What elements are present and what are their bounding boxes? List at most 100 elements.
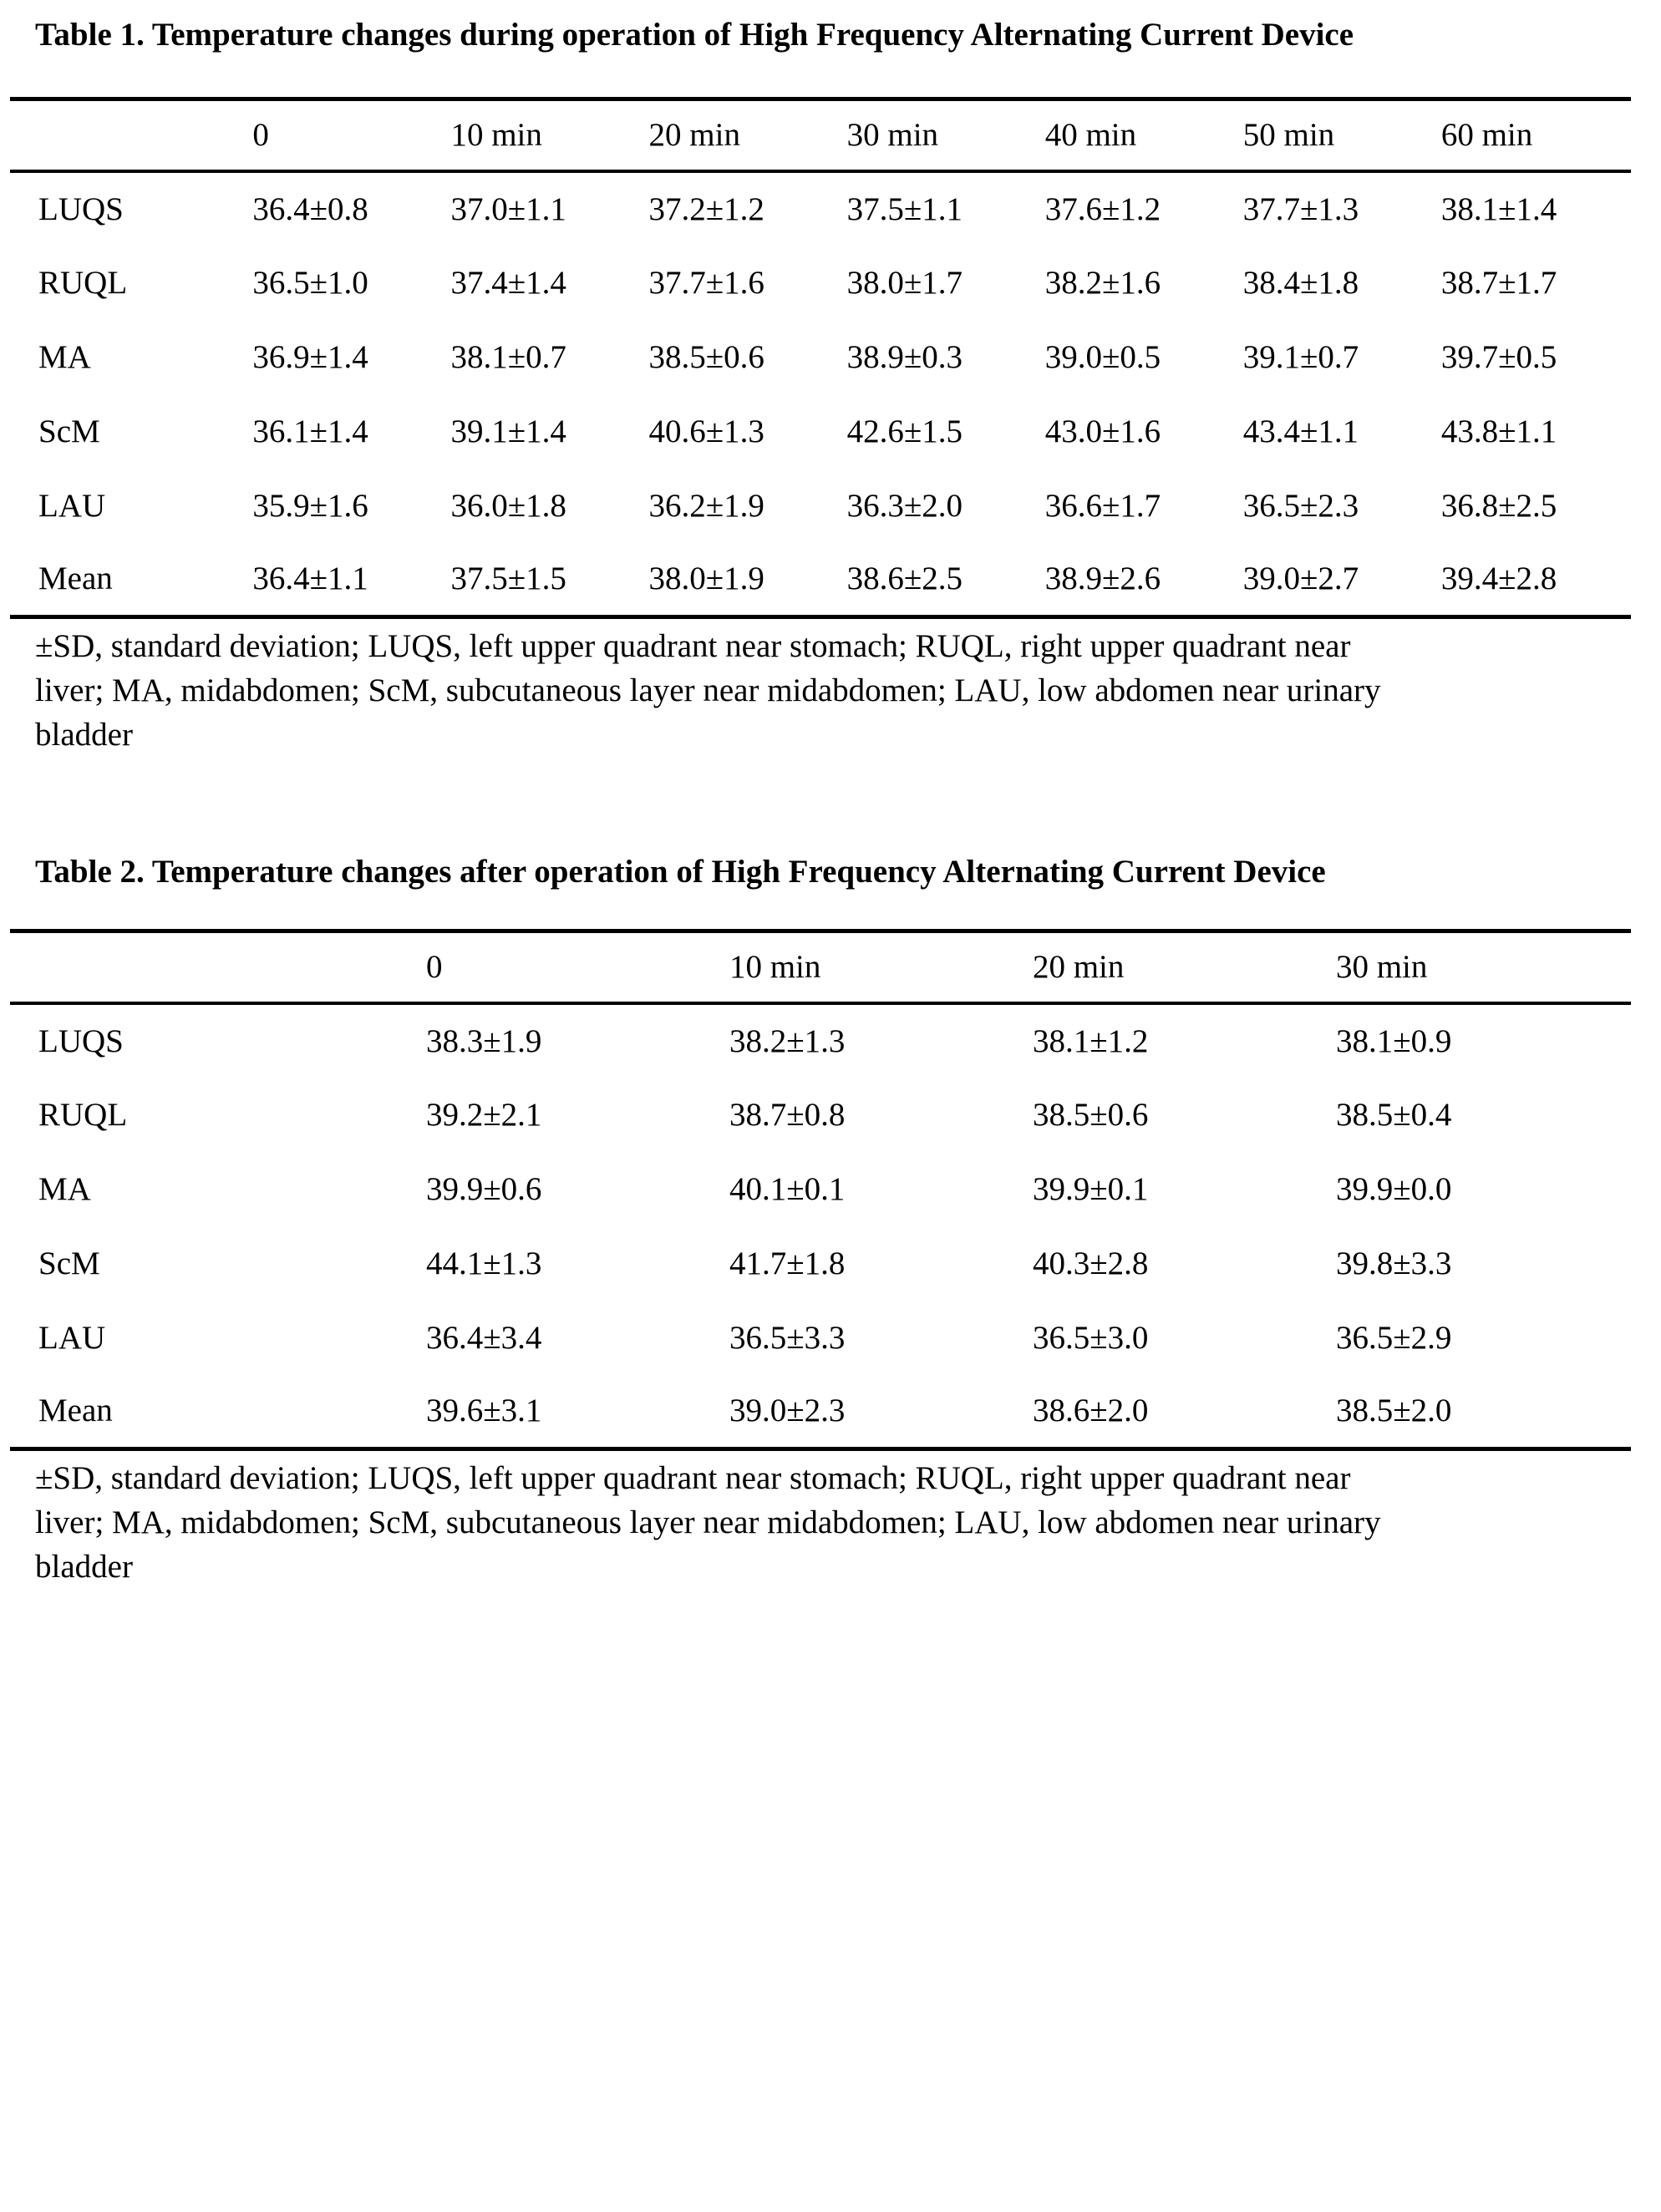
value-cell: 37.7±1.3 [1242, 190, 1359, 227]
column-header: 20 min [648, 117, 740, 154]
value-cell: 39.0±2.3 [729, 1393, 846, 1429]
column-header: 10 min [729, 949, 821, 986]
value-cell: 39.8±3.3 [1335, 1245, 1452, 1281]
value-cell: 38.5±0.6 [1032, 1096, 1149, 1133]
footnote-line: bladder [35, 1549, 133, 1585]
value-cell: 43.8±1.1 [1440, 413, 1557, 449]
table-row: Mean 39.6±3.1 39.0±2.3 38.6±2.0 38.5±2.0 [10, 1375, 1631, 1449]
value-cell: 41.7±1.8 [729, 1245, 846, 1281]
value-cell: 36.5±3.3 [729, 1319, 846, 1356]
footnote-line: ±SD, standard deviation; LUQS, left uppe… [35, 628, 1351, 664]
table-body: LUQS 38.3±1.9 38.2±1.3 38.1±1.2 38.1±0.9 RUQL… [10, 1003, 1631, 1449]
table1-footnote: ±SD, standard deviation; LUQS, left uppe… [35, 624, 1631, 757]
table-row: RUQL 36.5±1.0 37.4±1.4 37.7±1.6 38.0±1.7 38.2… [10, 246, 1631, 320]
footnote-line: liver; MA, midabdomen; ScM, subcutaneous… [35, 672, 1381, 708]
table-row: LAU 35.9±1.6 36.0±1.8 36.2±1.9 36.3±2.0 36.6±… [10, 469, 1631, 543]
value-cell: 36.3±2.0 [846, 487, 963, 524]
row-label-cell: LUQS [38, 1022, 124, 1059]
value-cell: 38.3±1.9 [425, 1022, 542, 1059]
column-header: 0 [252, 117, 269, 154]
row-label-cell: Mean [38, 561, 113, 597]
value-cell: 38.0±1.9 [648, 561, 764, 597]
value-cell: 38.7±1.7 [1440, 264, 1557, 301]
table1-temperature-during-operation: 0 10 min 20 min 30 min 40 min 50 min 60 min LUQ… [10, 97, 1631, 619]
value-cell: 36.1±1.4 [252, 413, 368, 449]
row-label-cell: RUQL [38, 264, 128, 301]
value-cell: 42.6±1.5 [846, 413, 963, 449]
value-cell: 38.2±1.3 [729, 1022, 846, 1059]
table2-title: Table 2. Temperature changes after opera… [35, 854, 1326, 890]
value-cell: 39.0±0.5 [1044, 338, 1161, 375]
value-cell: 39.6±3.1 [425, 1393, 542, 1429]
row-label-column-header [10, 99, 244, 171]
table1-title: Table 1. Temperature changes during oper… [35, 17, 1354, 53]
footnote-line: ±SD, standard deviation; LUQS, left uppe… [35, 1460, 1351, 1496]
value-cell: 38.1±0.9 [1335, 1022, 1452, 1059]
value-cell: 39.1±0.7 [1242, 338, 1359, 375]
value-cell: 38.2±1.6 [1044, 264, 1161, 301]
footnote-line: liver; MA, midabdomen; ScM, subcutaneous… [35, 1504, 1381, 1540]
row-label-cell: MA [38, 1170, 91, 1207]
value-cell: 36.8±2.5 [1440, 487, 1557, 524]
manuscript-page: Table 1. Temperature changes during oper… [10, 17, 1631, 1589]
row-label-cell: LAU [38, 1319, 106, 1356]
header-row: 0 10 min 20 min 30 min 40 min 50 min 60 min [10, 99, 1631, 171]
value-cell: 36.0±1.8 [450, 487, 566, 524]
row-label-cell: ScM [38, 1245, 100, 1281]
value-cell: 37.5±1.5 [450, 561, 566, 597]
table2-footnote: ±SD, standard deviation; LUQS, left uppe… [35, 1456, 1631, 1589]
table-row: MA 36.9±1.4 38.1±0.7 38.5±0.6 38.9±0.3 39.0±0… [10, 320, 1631, 394]
row-label-column-header [10, 931, 418, 1003]
table-header: 0 10 min 20 min 30 min [10, 931, 1631, 1003]
footnote-line: bladder [35, 717, 133, 753]
header-row: 0 10 min 20 min 30 min [10, 931, 1631, 1003]
value-cell: 44.1±1.3 [425, 1245, 542, 1281]
value-cell: 37.5±1.1 [846, 190, 963, 227]
row-label-cell: LUQS [38, 190, 124, 227]
value-cell: 39.1±1.4 [450, 413, 566, 449]
value-cell: 38.0±1.7 [846, 264, 963, 301]
value-cell: 39.9±0.1 [1032, 1170, 1149, 1207]
value-cell: 37.4±1.4 [450, 264, 566, 301]
row-label-cell: ScM [38, 413, 100, 449]
value-cell: 36.4±3.4 [425, 1319, 542, 1356]
value-cell: 38.5±0.6 [648, 338, 764, 375]
value-cell: 36.5±3.0 [1032, 1319, 1149, 1356]
table-row: ScM 36.1±1.4 39.1±1.4 40.6±1.3 42.6±1.5 43.0±… [10, 394, 1631, 469]
table-row: LUQS 38.3±1.9 38.2±1.3 38.1±1.2 38.1±0.9 [10, 1003, 1631, 1078]
table-row: LUQS 36.4±0.8 37.0±1.1 37.2±1.2 37.5±1.1 37.6… [10, 171, 1631, 246]
value-cell: 38.6±2.0 [1032, 1393, 1149, 1429]
value-cell: 39.2±2.1 [425, 1096, 542, 1133]
value-cell: 38.9±2.6 [1044, 561, 1161, 597]
value-cell: 36.2±1.9 [648, 487, 764, 524]
table-row: LAU 36.4±3.4 36.5±3.3 36.5±3.0 36.5±2.9 [10, 1301, 1631, 1375]
value-cell: 38.1±0.7 [450, 338, 566, 375]
value-cell: 38.6±2.5 [846, 561, 963, 597]
value-cell: 38.4±1.8 [1242, 264, 1359, 301]
value-cell: 38.1±1.4 [1440, 190, 1557, 227]
row-label-cell: LAU [38, 487, 106, 524]
value-cell: 37.6±1.2 [1044, 190, 1161, 227]
table-row: Mean 36.4±1.1 37.5±1.5 38.0±1.9 38.6±2.5 38.9… [10, 543, 1631, 617]
row-label-cell: Mean [38, 1393, 113, 1429]
column-header: 0 [425, 949, 443, 986]
row-label-cell: RUQL [38, 1096, 128, 1133]
value-cell: 39.7±0.5 [1440, 338, 1557, 375]
value-cell: 40.1±0.1 [729, 1170, 846, 1207]
table-row: MA 39.9±0.6 40.1±0.1 39.9±0.1 39.9±0.0 [10, 1152, 1631, 1226]
value-cell: 38.5±0.4 [1335, 1096, 1452, 1133]
row-label-cell: MA [38, 338, 91, 375]
value-cell: 39.0±2.7 [1242, 561, 1359, 597]
value-cell: 40.6±1.3 [648, 413, 764, 449]
table-row: RUQL 39.2±2.1 38.7±0.8 38.5±0.6 38.5±0.4 [10, 1078, 1631, 1152]
column-header: 60 min [1440, 117, 1533, 154]
value-cell: 38.9±0.3 [846, 338, 963, 375]
value-cell: 36.5±2.3 [1242, 487, 1359, 524]
column-header: 10 min [450, 117, 542, 154]
column-header: 30 min [846, 117, 939, 154]
value-cell: 36.5±1.0 [252, 264, 368, 301]
value-cell: 38.7±0.8 [729, 1096, 846, 1133]
value-cell: 36.5±2.9 [1335, 1319, 1452, 1356]
value-cell: 38.5±2.0 [1335, 1393, 1452, 1429]
value-cell: 36.4±0.8 [252, 190, 368, 227]
